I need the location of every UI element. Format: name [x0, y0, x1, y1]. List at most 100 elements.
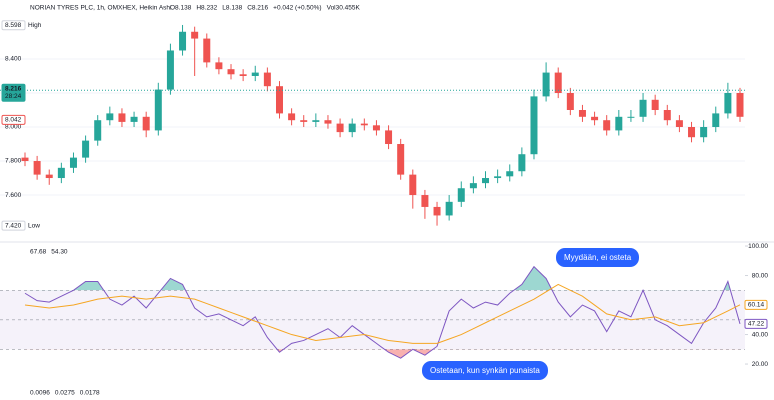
price-label: 8.216 [5, 85, 22, 92]
candle-body [33, 161, 41, 175]
price-label-tag: High [28, 22, 42, 29]
candle-body [433, 206, 441, 216]
candle-body [627, 116, 635, 118]
candle-body [554, 72, 562, 93]
header-value: L8.138 [222, 5, 242, 12]
candle-body [530, 96, 538, 155]
candle-body [615, 116, 623, 131]
y-tick-label: 7.600 [5, 192, 22, 199]
y-tick-label: 8.000 [5, 124, 22, 131]
candle-body [385, 130, 393, 145]
candle-body [566, 92, 574, 110]
candle-body [724, 92, 732, 114]
candle-body [69, 157, 77, 168]
candle-body [275, 86, 283, 114]
candle-body [82, 140, 90, 158]
y-tick-label: 100.00 [748, 243, 768, 250]
price-label-tag: Low [28, 222, 40, 229]
price-label: 8.598 [5, 22, 22, 29]
candle-body [21, 157, 29, 162]
candle-body [94, 120, 102, 141]
price-label-box [1, 114, 26, 125]
candle-body [421, 195, 429, 207]
last-value-box [744, 299, 768, 310]
indicator-header-value: 54.30 [51, 249, 68, 256]
y-tick-label: 7.800 [5, 158, 22, 165]
indicator-header-value: 67.68 [30, 249, 47, 256]
price-label-box [1, 20, 26, 31]
candle-body [506, 171, 514, 177]
header-value: O8.138 [170, 5, 192, 12]
candle-body [372, 125, 380, 131]
candle-body [203, 38, 211, 63]
candle-body [300, 120, 308, 122]
y-tick-label: 80.00 [752, 272, 769, 279]
candle-body [312, 120, 320, 122]
candle-body [542, 72, 550, 97]
last-value-box [744, 318, 768, 329]
header-value: H8.232 [196, 5, 217, 12]
candle-body [215, 62, 223, 70]
candle-body [457, 188, 465, 202]
candle-body [409, 174, 417, 196]
candle-body [288, 113, 296, 121]
candle-body [142, 116, 150, 131]
candle-body [518, 154, 526, 172]
indicator-line [24, 283, 741, 344]
candle-body [179, 31, 187, 51]
candle-body [482, 178, 490, 184]
price-label: 8.042 [5, 117, 22, 124]
candle-body [227, 69, 235, 75]
candle-body [239, 74, 247, 76]
footer-value: 0.0275 [55, 390, 75, 397]
candle-body [191, 31, 199, 39]
candle-body [494, 176, 502, 179]
y-tick-label: 40.00 [752, 331, 769, 338]
candle-body [603, 120, 611, 131]
candle-body [591, 116, 599, 121]
y-tick-label: 20.00 [752, 361, 769, 368]
candle-body [360, 123, 368, 126]
candle-body [651, 99, 659, 110]
candle-body [154, 89, 162, 131]
candle-body [663, 110, 671, 121]
header-value: Vol30.455K [327, 5, 361, 12]
candle-body [324, 120, 332, 124]
candle-body [675, 120, 683, 128]
header-value: +0.042 (+0.50%) [273, 5, 321, 12]
candle-body [57, 167, 65, 179]
candle-body [348, 123, 356, 133]
price-label-tag: 28:24 [5, 93, 22, 100]
price-label-box [1, 83, 26, 102]
candle-body [106, 113, 114, 121]
candle-body [469, 183, 477, 189]
indicator-line [24, 265, 741, 359]
header-value: C8.216 [247, 5, 268, 12]
candle-body [166, 50, 174, 90]
footer-value: 0.0096 [30, 390, 50, 397]
y-tick-label: 8.400 [5, 56, 22, 63]
footer-value: 0.0178 [80, 390, 100, 397]
candle-body [336, 123, 344, 133]
price-label-box [1, 220, 26, 231]
chart-title: NORIAN TYRES PLC, 1h, OMXHEX, Heikin Ash… [30, 5, 171, 12]
candle-body [397, 144, 405, 175]
overbought-fill [25, 266, 740, 291]
candle-body [688, 127, 696, 138]
candle-body [251, 72, 259, 76]
candle-body [130, 116, 138, 122]
price-label: 7.420 [5, 222, 22, 229]
candle-body [700, 127, 708, 138]
annotation: Myydään, ei osteta [556, 248, 640, 267]
candle-body [118, 113, 126, 122]
candle-body [712, 113, 720, 128]
candle-body [736, 92, 744, 117]
candle-body [639, 99, 647, 117]
candle-body [45, 174, 53, 179]
candle-body [578, 110, 586, 117]
candle-body [445, 201, 453, 216]
last-value-label: 47.22 [748, 321, 765, 328]
